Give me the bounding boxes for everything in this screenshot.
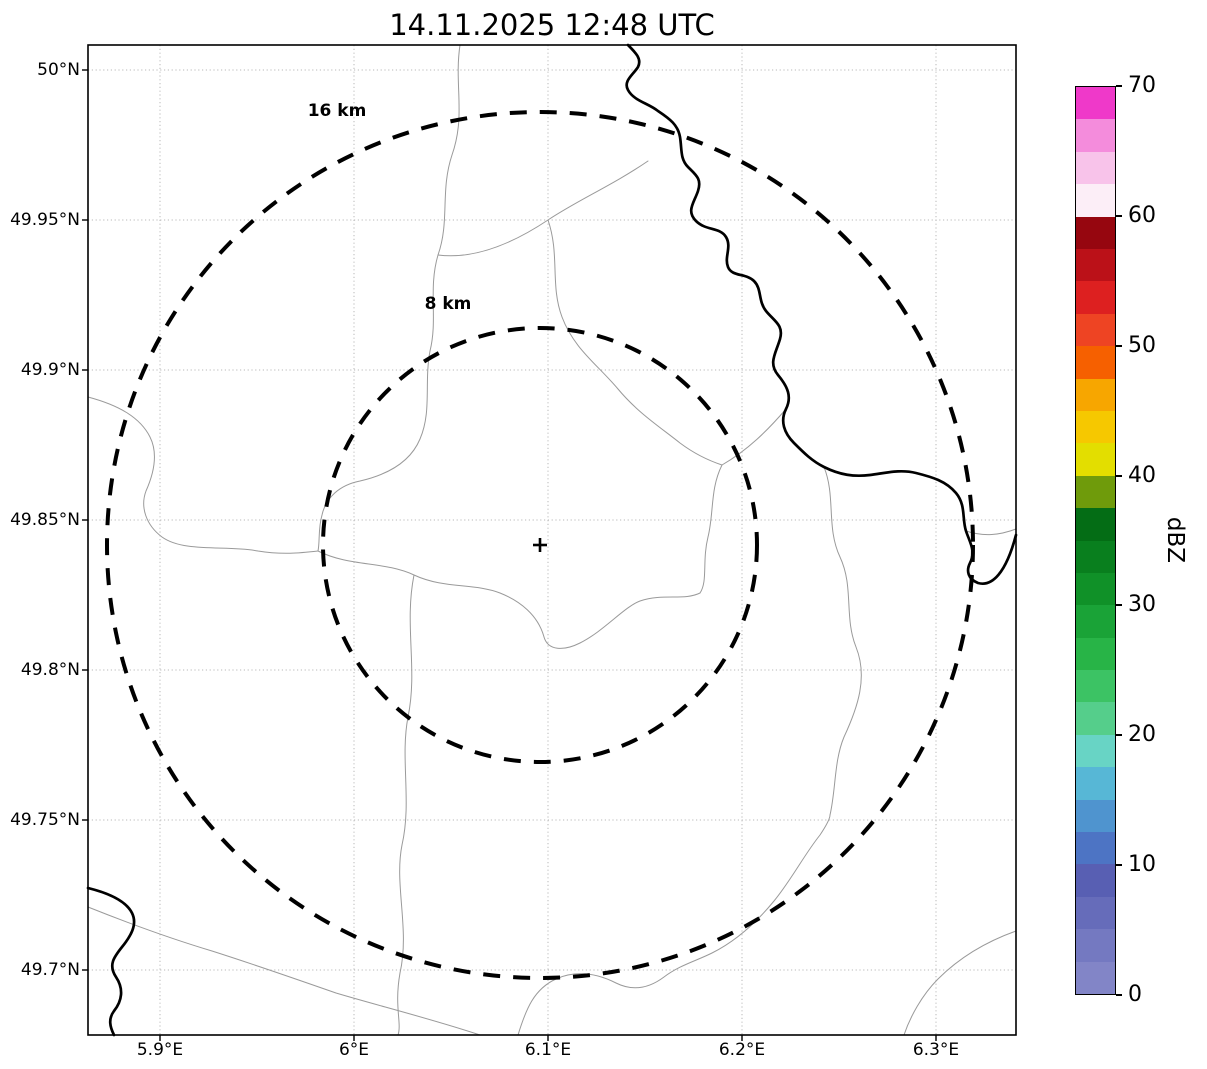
map-canvas: 16 km 8 km	[82, 43, 1018, 1041]
range-ring-16km	[105, 110, 975, 980]
x-tick-label: 6°E	[338, 1040, 370, 1060]
colorbar-tick	[1116, 85, 1122, 87]
admin-boundary-lines	[87, 44, 1017, 1036]
river-line-east	[625, 43, 1018, 585]
colorbar-tick	[1116, 345, 1122, 347]
colorbar-tick-label: 70	[1128, 73, 1156, 98]
colorbar-swatch	[1076, 637, 1115, 671]
colorbar-swatch	[1076, 767, 1115, 800]
colorbar-swatch	[1076, 346, 1115, 379]
colorbar-tick	[1116, 864, 1122, 866]
y-tick-label: 50°N	[37, 60, 80, 80]
range-ring-label-16km: 16 km	[308, 101, 367, 121]
y-tick-label: 49.7°N	[20, 960, 80, 980]
colorbar-swatch	[1076, 87, 1115, 120]
colorbar-tick-label: 0	[1128, 982, 1142, 1007]
colorbar-swatch	[1076, 184, 1115, 217]
colorbar-swatch	[1076, 572, 1115, 606]
colorbar-swatch	[1076, 410, 1115, 444]
colorbar-swatch	[1076, 702, 1115, 735]
range-rings	[105, 110, 975, 980]
colorbar-swatch	[1076, 249, 1115, 282]
colorbar-tick	[1116, 994, 1122, 996]
colorbar-swatch	[1076, 670, 1115, 703]
colorbar-swatch	[1076, 378, 1115, 411]
colorbar-swatch	[1076, 119, 1115, 152]
colorbar-tick-label: 50	[1128, 333, 1156, 358]
y-tick-label: 49.9°N	[20, 360, 80, 380]
river-border-lines	[86, 43, 1018, 1037]
colorbar-gradient	[1075, 86, 1116, 995]
axis-tick-marks	[82, 69, 937, 1041]
colorbar-swatch	[1076, 961, 1115, 994]
range-ring-label-8km: 8 km	[425, 294, 472, 314]
border-line-southwest	[86, 886, 136, 1037]
colorbar-swatch	[1076, 475, 1115, 509]
colorbar-swatch	[1076, 605, 1115, 638]
colorbar-tick-label: 10	[1128, 852, 1156, 877]
y-tick-label: 49.8°N	[20, 660, 80, 680]
colorbar-tick-label: 20	[1128, 722, 1156, 747]
colorbar-unit-label: dBZ	[1162, 516, 1189, 564]
colorbar-tick	[1116, 734, 1122, 736]
colorbar-swatch	[1076, 832, 1115, 865]
colorbar-tick-label: 60	[1128, 203, 1156, 228]
colorbar-swatch	[1076, 896, 1115, 930]
colorbar-swatch	[1076, 508, 1115, 541]
colorbar-tick	[1116, 475, 1122, 477]
colorbar-tick	[1116, 604, 1122, 606]
colorbar-swatch	[1076, 864, 1115, 897]
colorbar-swatch	[1076, 734, 1115, 768]
colorbar-swatch	[1076, 216, 1115, 250]
colorbar-swatch	[1076, 929, 1115, 962]
colorbar-tick	[1116, 215, 1122, 217]
axes-spine	[87, 44, 1017, 1036]
x-tick-label: 5.9°E	[136, 1040, 184, 1060]
x-tick-label: 6.2°E	[718, 1040, 766, 1060]
x-tick-label: 6.1°E	[524, 1040, 572, 1060]
colorbar-swatch	[1076, 313, 1115, 347]
range-ring-8km	[321, 326, 759, 764]
x-tick-label: 6.3°E	[912, 1040, 960, 1060]
y-tick-label: 49.95°N	[10, 210, 80, 230]
colorbar-swatch	[1076, 443, 1115, 476]
colorbar-swatch	[1076, 151, 1115, 185]
colorbar-tick-label: 40	[1128, 463, 1156, 488]
graticule-gridlines	[88, 45, 1016, 1035]
colorbar-tick-label: 30	[1128, 592, 1156, 617]
y-tick-label: 49.85°N	[10, 510, 80, 530]
y-tick-label: 49.75°N	[10, 810, 80, 830]
colorbar-swatch	[1076, 799, 1115, 833]
plot-title: 14.11.2025 12:48 UTC	[389, 8, 715, 42]
colorbar-swatch	[1076, 540, 1115, 573]
radar-site-marker	[533, 538, 547, 552]
colorbar-swatch	[1076, 281, 1115, 314]
